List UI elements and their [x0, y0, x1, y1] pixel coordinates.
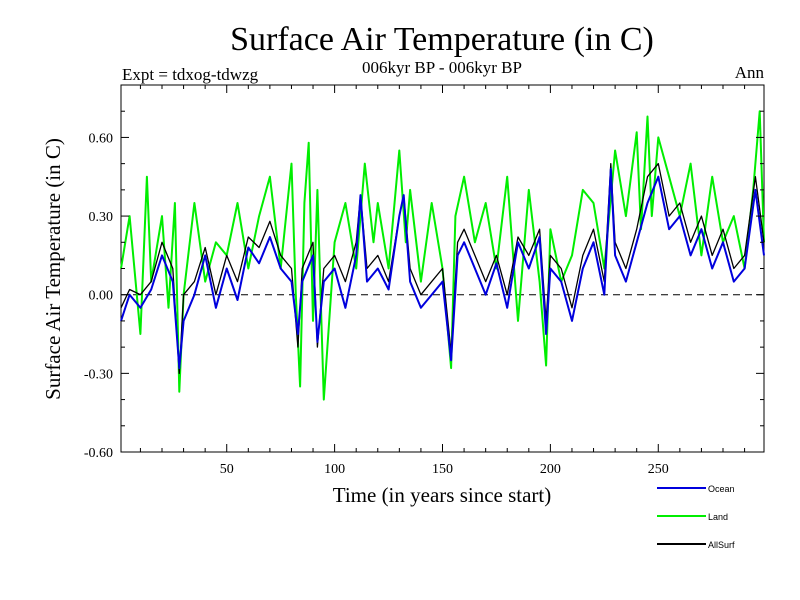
legend: Ocean Land AllSurf — [657, 484, 735, 550]
series-line-allsurf — [120, 162, 765, 375]
y-tick-label: 0.00 — [89, 289, 114, 304]
tick-layer: -0.60 -0.30 0.00 0.30 0.60 50 100 150 200 250 — [84, 84, 764, 477]
series-layer — [120, 110, 765, 401]
x-tick-label: 200 — [540, 462, 561, 477]
series-line-ocean — [120, 167, 765, 370]
y-tick-label: 0.30 — [89, 210, 114, 225]
series-line-land — [120, 110, 765, 401]
legend-label-land: Land — [708, 512, 728, 522]
legend-label-allsurf: AllSurf — [708, 540, 735, 550]
x-axis-label: Time (in years since start) — [333, 483, 552, 507]
x-tick-label: 250 — [648, 462, 669, 477]
y-tick-label: -0.60 — [84, 446, 113, 461]
x-tick-label: 50 — [220, 462, 234, 477]
y-tick-label: -0.30 — [84, 367, 113, 382]
legend-label-ocean: Ocean — [708, 484, 735, 494]
y-tick-label: 0.60 — [89, 131, 114, 146]
experiment-label: Expt = tdxog-tdwzg — [122, 65, 259, 84]
x-tick-label: 100 — [324, 462, 345, 477]
x-tick-label: 150 — [432, 462, 453, 477]
y-axis-label: Surface Air Temperature (in C) — [41, 138, 65, 400]
season-label: Ann — [735, 63, 765, 82]
chart-title: Surface Air Temperature (in C) — [230, 21, 654, 58]
chart-subtitle: 006kyr BP - 006kyr BP — [362, 58, 522, 77]
